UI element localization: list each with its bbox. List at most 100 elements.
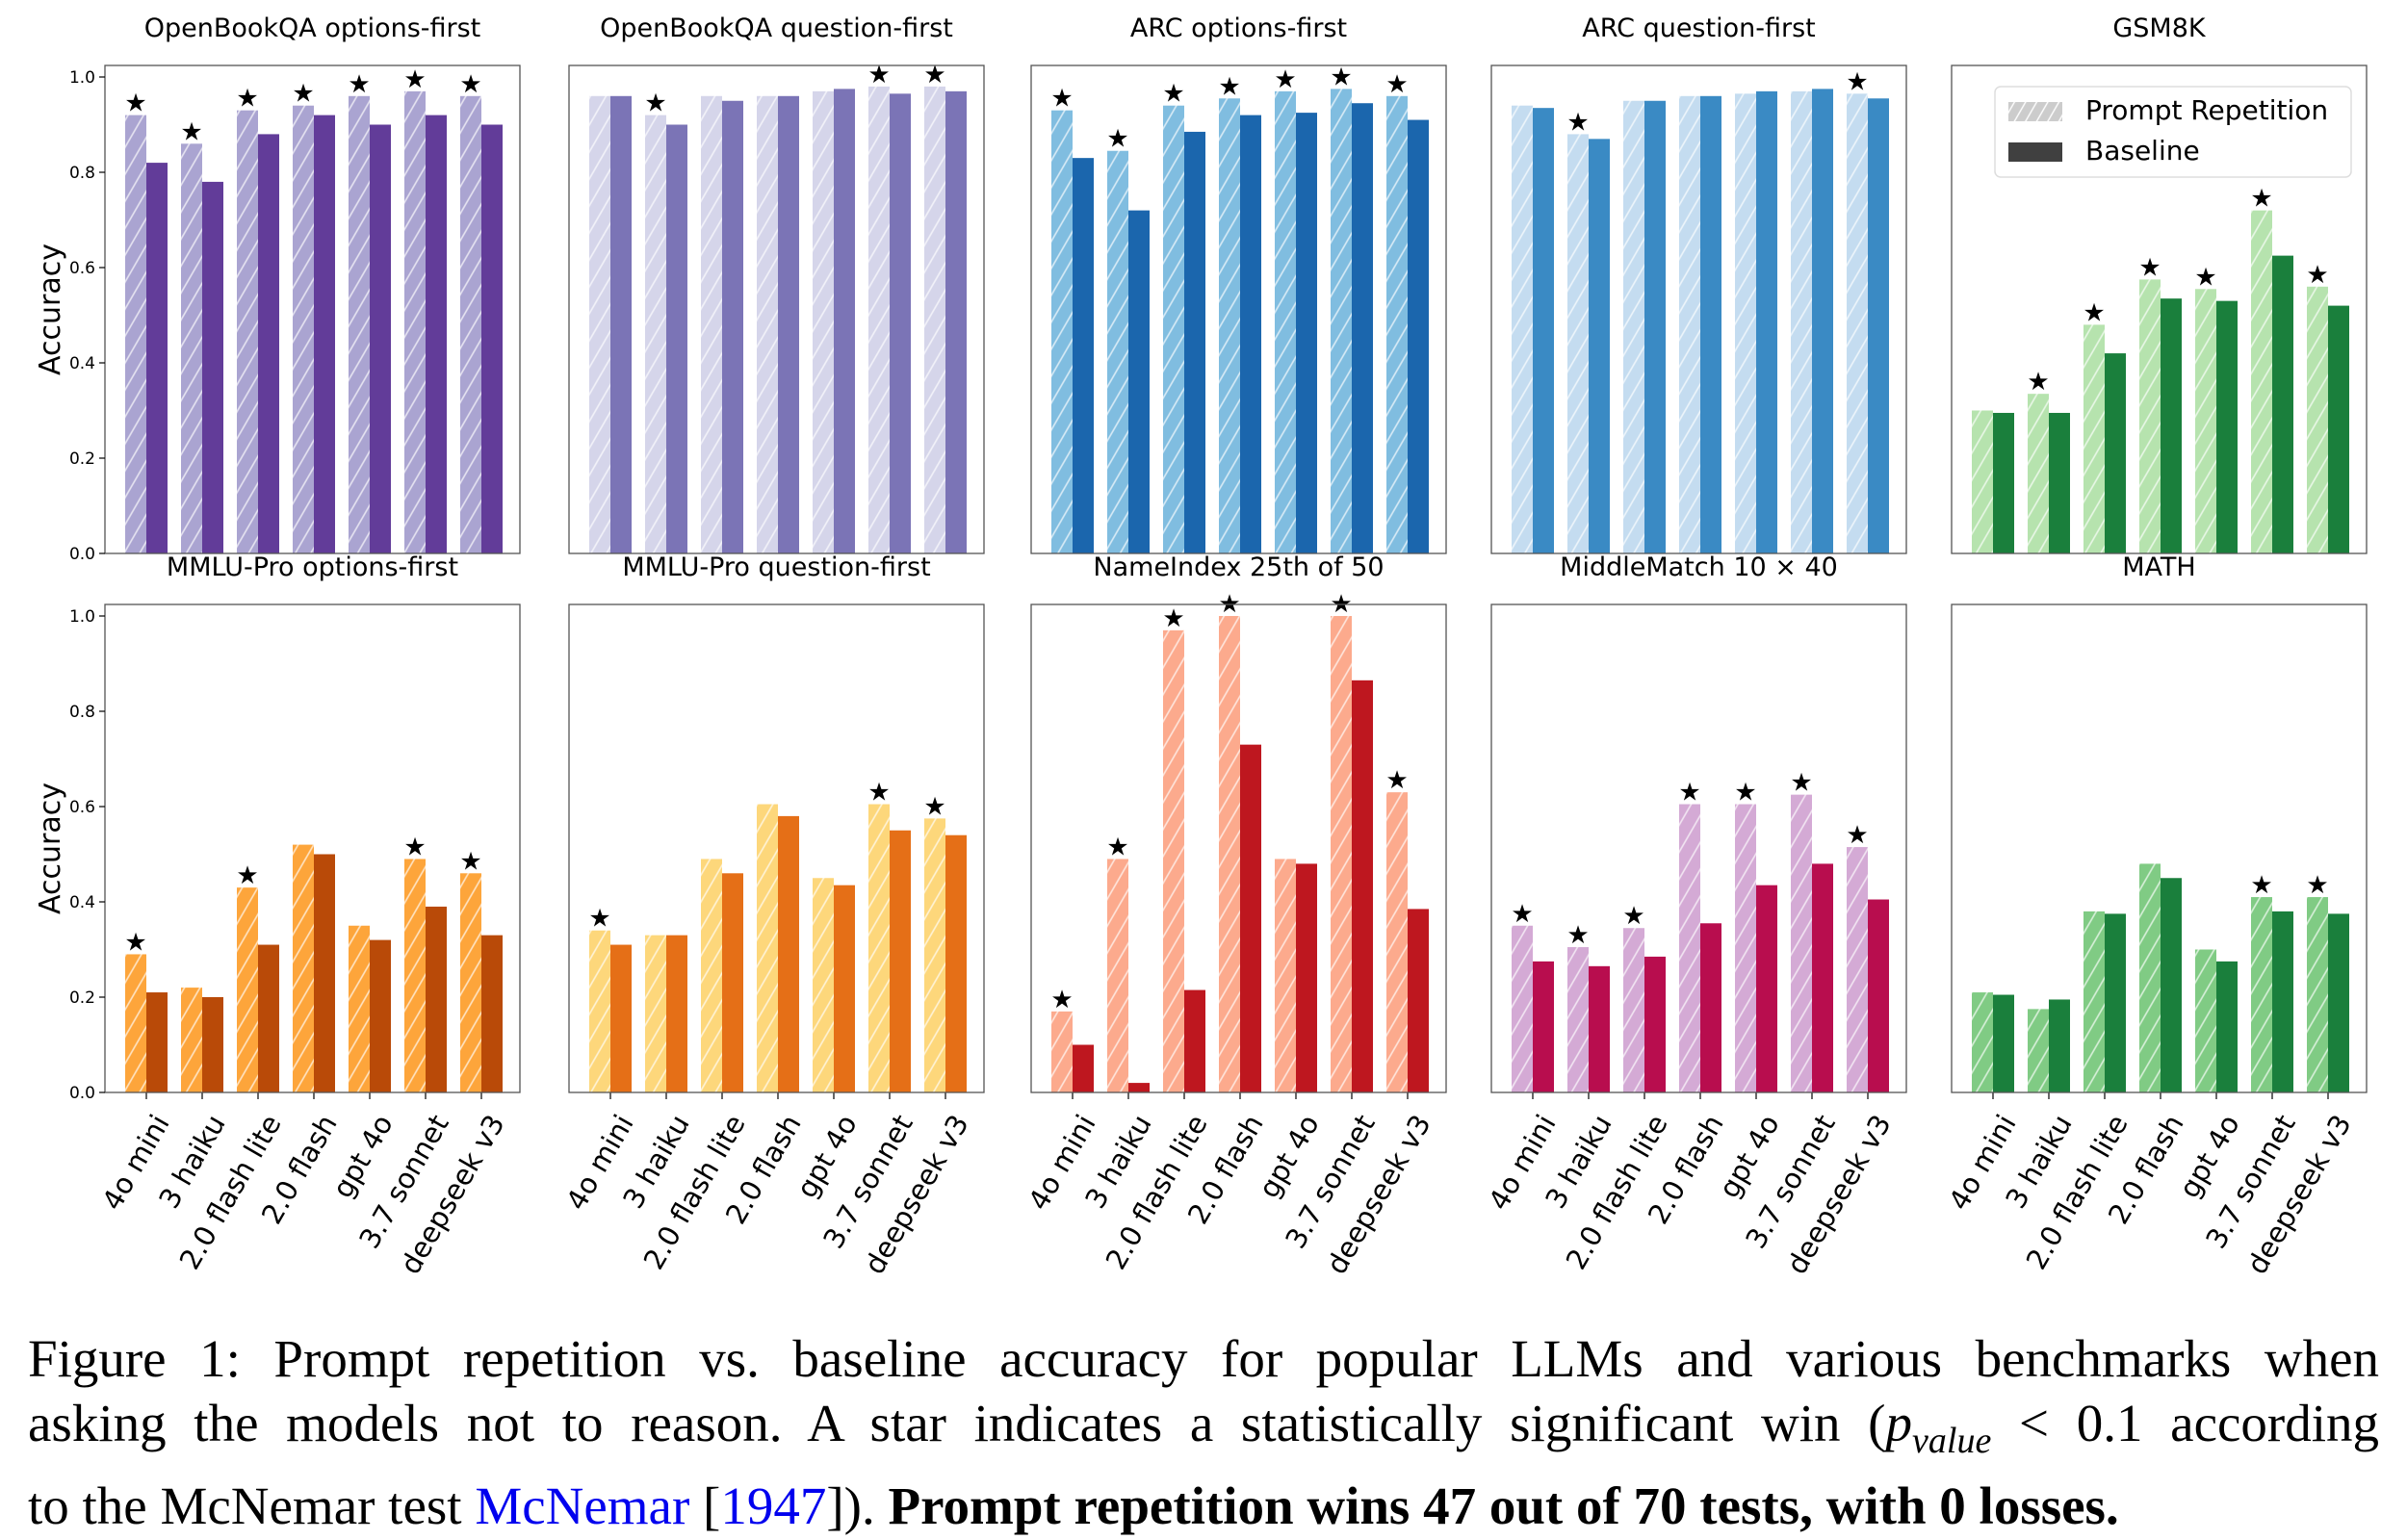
bar-prompt-repetition: [2307, 897, 2328, 1092]
bar-baseline: [1352, 103, 1373, 553]
y-tick-label: 0.0: [69, 545, 95, 564]
bar-baseline: [834, 89, 855, 553]
bar-prompt-repetition: [2139, 863, 2161, 1092]
significance-star: ★: [923, 792, 945, 821]
axes-frame: [1951, 603, 2368, 1093]
significance-star: ★: [1846, 67, 1868, 96]
axes-frame: [1490, 603, 1907, 1093]
panel-arc-question-first: ARC question-first ★ ★: [1490, 13, 1907, 554]
citation-link-author[interactable]: McNemar: [475, 1476, 690, 1535]
legend-swatch-baseline: [2008, 142, 2062, 162]
y-tick-label: 0.6: [69, 798, 95, 817]
panel-openbookqa-question-first: OpenBookQA question-first ★ ★ ★: [568, 13, 985, 554]
y-tick-label: 0.0: [69, 1084, 95, 1103]
significance-star: ★: [124, 928, 146, 957]
panel-title: OpenBookQA options-first: [144, 13, 481, 43]
significance-star: ★: [2138, 253, 2161, 282]
panel-arc-options-first: ARC options-first ★ ★ ★ ★ ★ ★ ★: [1030, 13, 1447, 554]
bar-prompt-repetition: [1331, 89, 1352, 553]
bar-prompt-repetition: [1847, 93, 1868, 553]
bar-prompt-repetition: [404, 90, 426, 553]
bar-baseline: [1644, 956, 1666, 1092]
bar-baseline: [426, 115, 447, 553]
caption-text: ]).: [826, 1476, 889, 1535]
bar-prompt-repetition: [1735, 804, 1756, 1092]
bar-prompt-repetition: [813, 90, 834, 553]
bar-prompt-repetition: [757, 804, 778, 1092]
bar-prompt-repetition: [1386, 792, 1408, 1092]
bar-baseline: [426, 906, 447, 1092]
y-axis-label: Accuracy: [34, 244, 67, 375]
bar-prompt-repetition: [1567, 134, 1589, 553]
panel-title: MATH: [2122, 552, 2195, 582]
significance-star: ★: [644, 90, 666, 118]
significance-star: ★: [1162, 604, 1184, 633]
panel-title: MMLU-Pro question-first: [622, 552, 930, 582]
significance-star: ★: [124, 90, 146, 118]
citation-link-year[interactable]: 1947: [720, 1476, 827, 1535]
bar-prompt-repetition: [1972, 992, 1993, 1092]
bar-prompt-repetition: [1791, 794, 1812, 1092]
y-tick-label: 0.8: [69, 164, 95, 183]
bar-baseline: [1589, 965, 1610, 1092]
bar-prompt-repetition: [1623, 928, 1644, 1092]
bar-prompt-repetition: [645, 115, 666, 553]
bar-prompt-repetition: [868, 804, 890, 1092]
significance-star: ★: [180, 117, 202, 146]
bar-prompt-repetition: [293, 844, 314, 1092]
y-tick-label: 0.4: [69, 354, 95, 373]
panel-title: GSM8K: [2112, 13, 2207, 43]
significance-star: ★: [236, 85, 258, 114]
bar-baseline: [202, 181, 223, 553]
significance-star: ★: [1050, 85, 1073, 114]
y-tick-label: 0.2: [69, 988, 95, 1008]
significance-star: ★: [1162, 80, 1184, 109]
bar-prompt-repetition: [349, 95, 370, 554]
p-value-symbol: pvalue: [1886, 1394, 1992, 1461]
bar-baseline: [1296, 113, 1317, 553]
bar-baseline: [1073, 1044, 1094, 1092]
bar-baseline: [1128, 1083, 1150, 1092]
bar-baseline: [1700, 95, 1721, 554]
bar-baseline: [1128, 210, 1150, 553]
bar-baseline: [666, 935, 687, 1092]
caption-text: to the McNemar test: [28, 1476, 476, 1535]
legend-box: [1994, 86, 2352, 178]
panel-title: MiddleMatch 10 × 40: [1560, 552, 1838, 582]
bar-prompt-repetition: [1275, 90, 1296, 553]
panel-title: ARC question-first: [1582, 13, 1815, 43]
y-tick-label: 1.0: [69, 607, 95, 627]
caption-text: < 0.1 according: [1991, 1394, 2379, 1452]
significance-star: ★: [1385, 766, 1408, 795]
panel-nameindex-25th-of-50: NameIndex 25th of 50★4o mini★3 haiku★2.0…: [1022, 552, 1447, 1279]
bar-prompt-repetition: [2139, 279, 2161, 553]
bar-prompt-repetition: [1972, 410, 1993, 553]
y-tick-label: 0.2: [69, 449, 95, 469]
bar-baseline: [1184, 131, 1205, 554]
bar-baseline: [146, 163, 168, 553]
bar-prompt-repetition: [589, 930, 610, 1092]
significance-star: ★: [1566, 921, 1589, 950]
bar-prompt-repetition: [701, 95, 722, 554]
bar-baseline: [258, 944, 279, 1092]
significance-star: ★: [236, 861, 258, 890]
bar-baseline: [202, 997, 223, 1092]
bar-prompt-repetition: [2307, 286, 2328, 553]
bar-prompt-repetition: [1512, 925, 1533, 1092]
bar-baseline: [610, 944, 632, 1092]
bar-prompt-repetition: [1847, 847, 1868, 1092]
bar-baseline: [1408, 909, 1429, 1092]
bar-prompt-repetition: [1735, 93, 1756, 553]
panel-title: NameIndex 25th of 50: [1093, 552, 1384, 582]
axes-frame: [104, 64, 521, 554]
significance-star: ★: [1106, 125, 1128, 154]
significance-star: ★: [1734, 779, 1756, 808]
significance-star: ★: [923, 61, 945, 90]
bar-prompt-repetition: [1163, 629, 1184, 1092]
bar-prompt-repetition: [757, 95, 778, 554]
axes-frame: [568, 603, 985, 1093]
y-tick-label: 1.0: [69, 68, 95, 88]
bar-baseline: [1868, 98, 1889, 554]
